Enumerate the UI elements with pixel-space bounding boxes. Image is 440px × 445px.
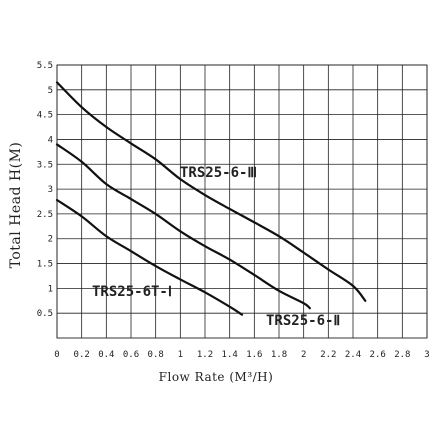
y-tick-label: 0.5 (37, 309, 53, 319)
y-tick-label: 3 (48, 185, 53, 195)
curve-layer (55, 81, 367, 316)
x-axis-label: Flow Rate (M³/H) (159, 370, 274, 384)
y-axis-label: Total Head H(M) (8, 142, 24, 269)
y-tick-label: 1.5 (37, 260, 53, 270)
x-tick-label: 3 (424, 350, 429, 360)
x-tick-label: 1 (178, 350, 183, 360)
y-tick-label: 4 (48, 135, 53, 145)
grid-layer (56, 64, 428, 338)
x-tick-label: 0 (54, 350, 59, 360)
x-tick-label: 0.4 (98, 350, 114, 360)
label-trs25-6-iii: TRS25-6-Ⅲ (180, 165, 257, 181)
y-tick-label: 2.5 (37, 210, 53, 220)
x-tick-label: 1.8 (271, 350, 287, 360)
x-tick-label: 0.8 (148, 350, 164, 360)
curve-trs25-6t-i (55, 198, 244, 316)
y-tick-label: 4.5 (37, 111, 53, 121)
x-tick-label: 1.2 (197, 350, 213, 360)
x-tick-label: 2.8 (394, 350, 410, 360)
y-tick-label: 2 (48, 235, 53, 245)
x-tick-label: 1.4 (222, 350, 238, 360)
label-trs25-6-ii: TRS25-6-Ⅱ (266, 313, 340, 329)
curve-trs25-6-iii (55, 81, 367, 302)
plot-frame (56, 64, 428, 339)
tick-layer: 0 0.2 0.4 0.6 0.8 1 1.2 1.4 1.6 1.8 2 2.2 2.4 2.6 2.8 3… (37, 61, 430, 360)
x-tick-label: 0.2 (74, 350, 90, 360)
x-tick-label: 1.6 (246, 350, 262, 360)
x-tick-label: 2.2 (320, 350, 336, 360)
y-tick-label: 3.5 (37, 160, 53, 170)
y-tick-label: 5 (48, 86, 53, 96)
x-tick-label: 0.6 (123, 350, 139, 360)
x-tick-label: 2 (301, 350, 306, 360)
label-layer: TRS25-6-Ⅲ TRS25-6-Ⅱ TRS25-6T-Ⅰ (92, 165, 340, 329)
y-tick-label: 5.5 (37, 61, 53, 71)
x-tick-label: 2.4 (345, 350, 361, 360)
x-tick-label: 2.6 (370, 350, 386, 360)
curve-trs25-6-ii (55, 143, 311, 310)
y-tick-label: 1 (48, 284, 53, 294)
label-trs25-6t-i: TRS25-6T-Ⅰ (92, 284, 172, 300)
